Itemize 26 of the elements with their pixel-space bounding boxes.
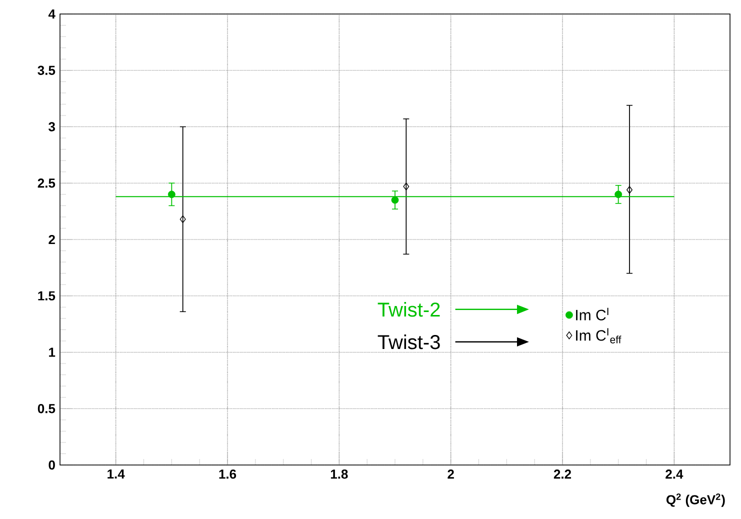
legend-label: Im C$^{I}$ [576,308,608,320]
point [614,190,622,198]
y-tick-label: 0.5 [38,404,56,414]
y-tick-label: 3.5 [38,66,56,75]
point [180,215,186,224]
y-tick-label: 2.5 [38,178,56,188]
x-tick-label: 1.8 [330,470,348,479]
x-axis-title: Q$^{2}$ (GeV$^{2}$) [666,494,725,507]
point [168,190,176,198]
y-tick-label: 2 [48,234,55,244]
legend-label: Im C$^{I}$eff [576,328,622,344]
y-tick-label: 3 [48,122,56,132]
y-tick-label: 1.5 [38,291,56,300]
annotation: Twist-2 [378,302,440,317]
x-tick-label: 2.2 [554,470,572,479]
annotation: Twist-3 [378,334,440,350]
y-tick-label: 4 [48,10,56,18]
x-tick-label: 1.6 [219,470,236,479]
y-tick-label: 0 [48,460,55,470]
point [391,196,399,204]
x-tick-label: 2 [448,470,454,479]
point [626,186,632,194]
point [403,182,410,190]
x-tick-label: 2.4 [666,470,684,479]
y-tick-label: 1 [49,348,56,357]
x-tick-label: 1.4 [108,470,125,478]
